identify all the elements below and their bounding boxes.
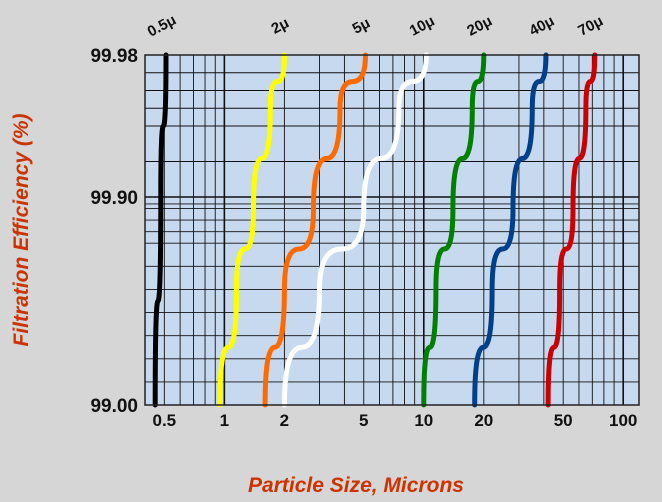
plot-border xyxy=(144,54,640,406)
x-tick-label: 100 xyxy=(609,411,637,430)
series-line xyxy=(421,52,487,408)
x-tick-label: 1 xyxy=(220,411,229,430)
series-line xyxy=(545,52,598,408)
series-label: 2μ xyxy=(269,14,292,37)
series-label: 20μ xyxy=(464,12,495,39)
x-tick-labels: 0.5 1 2 5 10 20 50 100 xyxy=(153,411,638,430)
series-labels: 0.5μ 2μ 5μ 10μ 20μ 40μ 70μ xyxy=(145,11,606,40)
y-axis-title: Filtration Efficiency (%) xyxy=(10,114,33,347)
x-tick-label: 50 xyxy=(554,411,573,430)
series-label: 40μ xyxy=(526,12,557,39)
series-label: 10μ xyxy=(407,12,438,39)
series-label: 70μ xyxy=(575,12,606,39)
x-tick-label: 10 xyxy=(414,411,433,430)
x-tick-label: 0.5 xyxy=(153,411,177,430)
series-line xyxy=(472,52,549,408)
x-axis-title: Particle Size, Microns xyxy=(248,474,464,497)
grid xyxy=(145,55,639,405)
x-tick-label: 20 xyxy=(474,411,493,430)
series-label: 5μ xyxy=(350,14,373,37)
y-tick-label: 99.98 xyxy=(90,46,138,67)
y-tick-label: 99.00 xyxy=(90,396,138,417)
x-tick-label: 2 xyxy=(280,411,289,430)
series-label: 0.5μ xyxy=(145,11,179,40)
series-line xyxy=(152,52,169,408)
series-group xyxy=(152,52,598,408)
plot-background xyxy=(145,55,639,405)
series-line xyxy=(262,52,368,408)
series-line xyxy=(217,52,287,408)
x-tick-label: 5 xyxy=(359,411,368,430)
y-tick-label: 99.90 xyxy=(90,188,138,209)
series-line xyxy=(281,52,429,408)
y-tick-labels: 99.00 99.90 99.98 xyxy=(90,46,138,417)
